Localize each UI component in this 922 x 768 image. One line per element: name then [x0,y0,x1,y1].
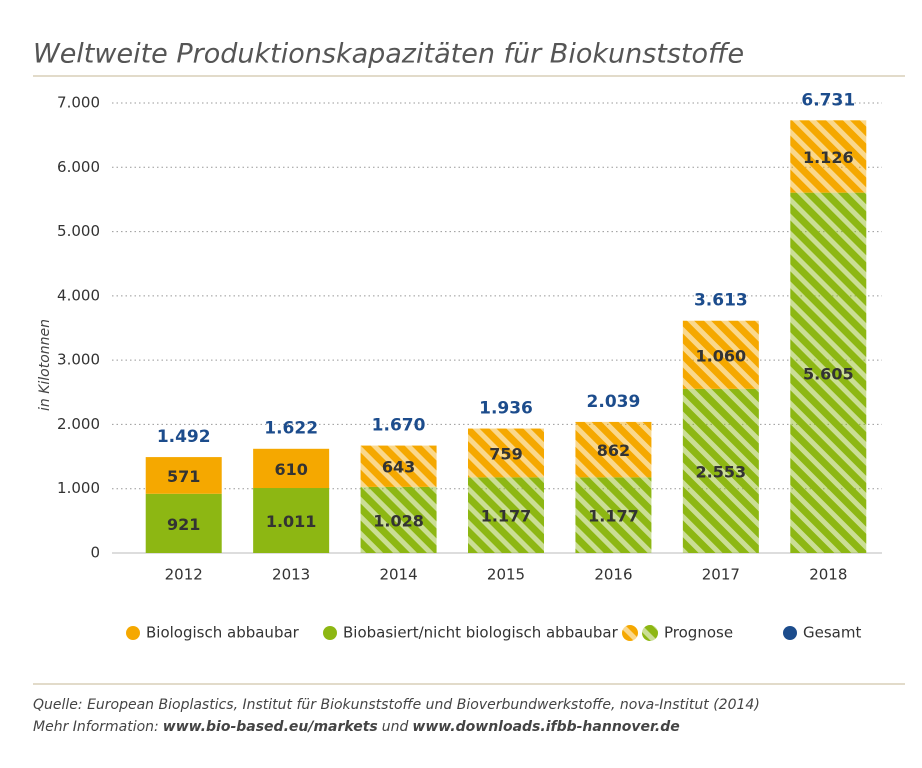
x-tick-label: 2015 [487,566,525,584]
bar-segment [575,421,652,478]
legend-marker [323,626,337,640]
y-tick-label: 0 [90,544,100,562]
bar-segment [682,388,759,553]
y-tick-label: 7.000 [57,94,100,112]
y-tick-label: 4.000 [57,286,100,304]
more-info-text: und [381,719,409,735]
total-label: 3.613 [694,291,748,311]
legend-marker [783,626,797,640]
more-info: Mehr Information: www.bio-based.eu/market… [33,719,684,735]
total-label: 2.039 [587,392,641,412]
x-tick-label: 2016 [594,566,632,584]
bar-segment [790,192,867,553]
bar-segment [790,120,867,193]
value-label: 571 [167,467,200,486]
value-label: 1.060 [696,346,747,365]
x-tick-label: 2013 [272,566,310,584]
link[interactable]: www.downloads.ifbb-hannover.de [412,719,680,735]
bar-segment [145,493,222,553]
value-label: 1.126 [803,148,854,167]
legend-marker [642,625,658,641]
total-label: 1.670 [372,416,426,436]
y-tick-label: 3.000 [57,351,100,369]
link[interactable]: www.bio-based.eu/markets [162,719,378,735]
y-tick-label: 1.000 [57,479,100,497]
y-tick-label: 2.000 [57,415,100,433]
total-label: 1.492 [157,427,211,447]
value-label: 759 [489,444,522,463]
value-label: 1.028 [373,511,424,530]
value-label: 1.177 [481,507,532,526]
legend-label: Gesamt [803,624,861,642]
x-tick-label: 2012 [165,566,203,584]
legend-label: Prognose [664,624,733,642]
bar-segment [575,477,652,553]
x-tick-label: 2018 [809,566,847,584]
value-label: 921 [167,515,200,534]
y-tick-label: 6.000 [57,158,100,176]
value-label: 2.553 [696,462,747,481]
legend-label: Biologisch abbaubar [146,624,300,642]
x-tick-label: 2017 [702,566,740,584]
y-axis-title: in Kilotonnen [37,319,53,411]
bar-segment [253,488,330,553]
total-label: 6.731 [801,90,855,110]
bar-segment [468,477,544,553]
legend-label: Biobasiert/nicht biologisch abbaubar [343,624,619,642]
x-tick-label: 2014 [379,566,417,584]
value-label: 5.605 [803,364,854,383]
legend-marker [622,625,638,641]
bar-segment [253,448,330,489]
total-label: 1.936 [479,399,533,419]
value-label: 1.177 [588,507,639,526]
legend-marker [126,626,140,640]
value-label: 610 [274,460,307,479]
value-label: 643 [382,458,415,477]
y-tick-label: 5.000 [57,222,100,240]
source: Quelle: European Bioplastics, Institut f… [33,697,760,713]
bar-segment [360,486,437,553]
bar-segment [145,457,222,494]
more-info-text: Mehr Information: [33,719,159,735]
value-label: 1.011 [266,512,317,531]
bar-segment [468,428,544,478]
total-label: 1.622 [264,419,318,439]
chart-title: Weltweite Produktionskapazitäten für Bio… [33,39,744,70]
bar-segment [360,445,437,487]
value-label: 862 [597,441,630,460]
bar-segment [682,320,759,389]
